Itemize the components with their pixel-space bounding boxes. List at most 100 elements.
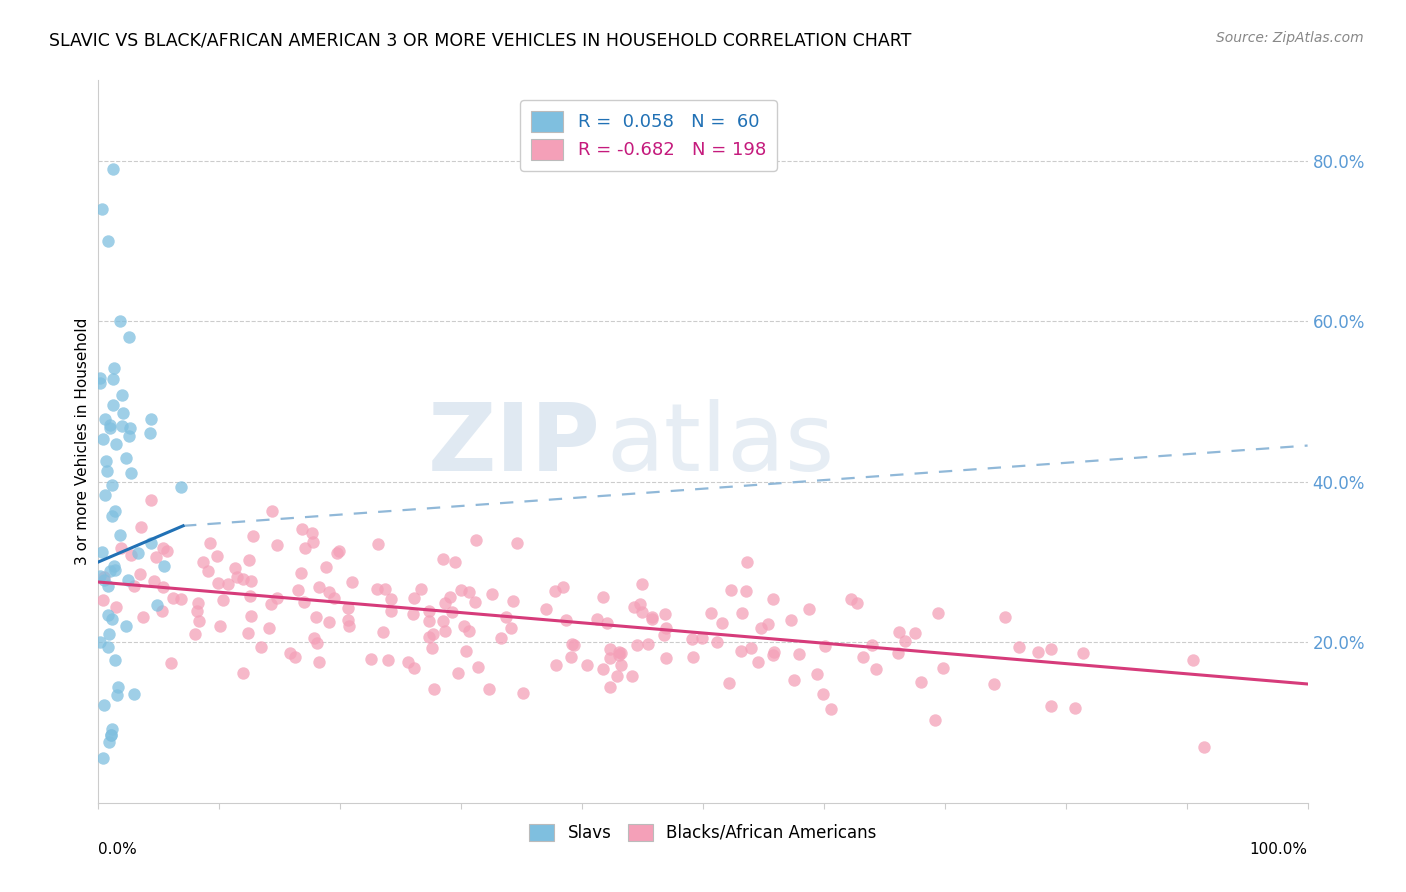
Point [652, 627, 675, 641]
Point [211, 592, 233, 607]
Point [101, 161, 124, 176]
Point [641, 610, 664, 624]
Point [97, 640, 120, 654]
Point [1039, 642, 1062, 657]
Point [607, 648, 630, 663]
Point [112, 406, 135, 420]
Point [337, 600, 360, 615]
Point [380, 604, 402, 618]
Point [139, 426, 162, 441]
Point [735, 555, 758, 569]
Text: atlas: atlas [606, 399, 835, 491]
Point [681, 632, 703, 646]
Point [544, 583, 567, 598]
Point [328, 543, 350, 558]
Point [93, 432, 115, 446]
Point [94, 454, 117, 468]
Point [423, 682, 446, 697]
Point [111, 388, 134, 402]
Point [418, 604, 440, 618]
Point [623, 600, 645, 615]
Point [747, 655, 769, 669]
Point [889, 624, 911, 639]
Point [91, 202, 114, 216]
Point [131, 610, 153, 624]
Point [129, 520, 152, 534]
Point [495, 609, 517, 624]
Point [111, 418, 134, 433]
Point [318, 585, 340, 599]
Point [91, 593, 114, 607]
Point [337, 619, 360, 633]
Point [98, 564, 121, 578]
Point [910, 674, 932, 689]
Point [560, 650, 582, 665]
Point [242, 529, 264, 543]
Point [586, 612, 609, 626]
Point [232, 572, 254, 586]
Point [599, 650, 621, 665]
Point [197, 565, 219, 579]
Point [89, 376, 111, 390]
Point [257, 621, 280, 635]
Point [561, 637, 583, 651]
Point [418, 630, 440, 644]
Point [193, 555, 215, 569]
Point [465, 533, 488, 548]
Point [152, 558, 174, 573]
Point [506, 536, 529, 550]
Point [562, 639, 585, 653]
Point [90, 544, 112, 558]
Point [631, 605, 654, 619]
Point [380, 592, 402, 607]
Point [284, 649, 307, 664]
Point [169, 479, 191, 493]
Point [120, 548, 142, 562]
Point [291, 522, 314, 536]
Point [444, 556, 467, 570]
Point [1194, 740, 1216, 755]
Point [846, 596, 869, 610]
Point [780, 613, 803, 627]
Point [101, 508, 124, 523]
Point [103, 361, 125, 376]
Point [139, 536, 162, 550]
Point [101, 372, 124, 386]
Point [806, 666, 828, 681]
Point [599, 641, 621, 656]
Point [278, 646, 301, 660]
Point [1073, 646, 1095, 660]
Point [432, 552, 454, 566]
Point [287, 582, 309, 597]
Point [93, 573, 115, 587]
Point [606, 669, 628, 683]
Point [238, 553, 260, 567]
Point [342, 575, 364, 590]
Point [236, 626, 259, 640]
Point [735, 584, 758, 599]
Point [260, 597, 283, 611]
Point [292, 595, 315, 609]
Point [224, 561, 246, 575]
Point [450, 582, 472, 597]
Point [97, 627, 120, 641]
Point [367, 537, 389, 551]
Point [762, 591, 785, 606]
Point [655, 621, 678, 635]
Point [499, 621, 522, 635]
Point [239, 608, 262, 623]
Text: ZIP: ZIP [427, 399, 600, 491]
Point [152, 541, 174, 555]
Point [852, 650, 875, 665]
Point [104, 599, 127, 614]
Point [118, 330, 141, 344]
Point [89, 569, 111, 583]
Point [373, 582, 395, 596]
Point [100, 722, 122, 736]
Point [366, 582, 388, 596]
Point [104, 653, 127, 667]
Point [894, 634, 917, 648]
Point [551, 580, 574, 594]
Point [458, 624, 481, 638]
Point [983, 677, 1005, 691]
